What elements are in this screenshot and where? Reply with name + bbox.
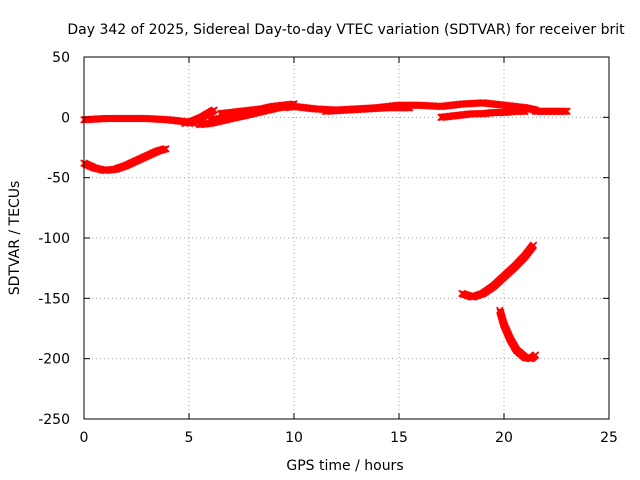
data-point [162,144,170,153]
series-track-1 [80,144,170,175]
x-axis-label: GPS time / hours [286,458,403,474]
x-tick-label: 5 [185,430,194,446]
data-point [519,107,528,116]
y-axis-label: SDTVAR / TECUs [7,181,23,296]
series-track-12 [496,306,540,363]
series-track-9 [437,107,529,122]
data-point [560,107,568,116]
chart-title: Day 342 of 2025, Sidereal Day-to-day VTE… [67,22,625,38]
series-track-6 [206,102,288,124]
data-point [210,106,218,114]
data-point [529,241,538,250]
x-tick-label: 25 [600,430,618,446]
y-tick-label: -50 [47,171,70,187]
x-tick-label: 10 [285,430,303,446]
data-point [521,107,529,116]
x-tick-label: 20 [495,430,513,446]
series-track-10 [531,107,571,116]
grid-lines [84,57,609,419]
x-tick-label: 15 [390,430,408,446]
data-point [405,103,414,112]
series-track-3 [181,106,218,128]
y-tick-label: -250 [38,412,70,428]
axis-ticks: 0 5 10 15 20 25 -250 -200 -150 -100 -50 0 50 [38,50,618,446]
data-point [531,351,540,359]
series-track-11 [458,241,538,301]
y-tick-label: -150 [38,291,70,307]
y-tick-label: 0 [61,110,70,126]
data-point [404,103,412,112]
data-point [563,107,571,116]
series-track-8 [321,103,414,116]
data-points [80,99,571,363]
data-point [561,107,570,116]
y-tick-label: -100 [38,231,70,247]
data-point [518,107,526,116]
x-tick-label: 0 [80,430,89,446]
y-tick-label: -200 [38,352,70,368]
data-point [402,103,411,112]
y-tick-label: 50 [52,50,70,66]
